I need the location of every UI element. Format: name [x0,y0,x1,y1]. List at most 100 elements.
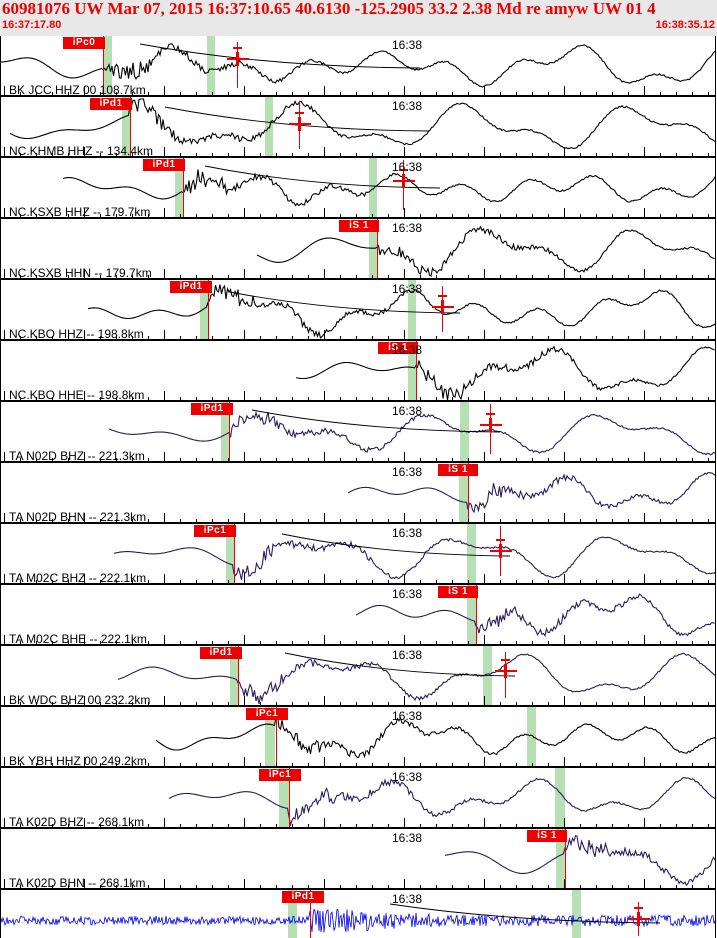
phase-pick-label[interactable]: iPd1 [90,98,132,110]
axis-minor-tick [516,885,517,890]
phase-pick-line[interactable] [476,585,477,646]
axis-minor-tick [676,885,677,890]
phase-pick-line[interactable] [565,829,566,890]
phase-pick-line[interactable] [238,646,239,707]
phase-pick-line[interactable] [183,158,184,219]
axis-minor-tick [500,763,501,768]
phase-pick-line[interactable] [468,463,469,524]
axis-minor-tick [180,824,181,829]
phase-pick-line[interactable] [310,890,311,938]
axis-minor-tick [292,275,293,280]
time-axis-label: 16:38 [392,465,423,479]
phase-pick-line[interactable] [416,341,417,402]
phase-pick-line[interactable] [377,219,378,280]
phase-pick-line[interactable] [103,36,104,97]
trace-row[interactable]: iPd1 16:38 BK WDC BHZ 00 232.2km [0,646,717,707]
axis-minor-tick [500,336,501,341]
axis-minor-tick [580,763,581,768]
axis-minor-tick [196,580,197,585]
phase-pick-line[interactable] [234,524,235,585]
phase-pick-line[interactable] [208,280,209,341]
axis-major-tick [4,86,5,97]
axis-minor-tick [196,641,197,646]
trace-row[interactable]: iPc1 16:38 TA M02C BHZ -- 222.1km [0,524,717,585]
phase-pick-line[interactable] [276,707,277,768]
trace-row[interactable]: iS 1 16:38 NC.KBO HHE -- 198.8km [0,341,717,402]
axis-minor-tick [148,458,149,463]
axis-major-tick [84,574,85,585]
axis-major-tick [324,86,325,97]
phase-pick-label[interactable]: iPd1 [200,647,242,659]
axis-minor-tick [228,763,229,768]
axis-minor-tick [36,458,37,463]
trace-row[interactable]: iPc1 16:38 BK YBH HHZ 00 249.2km [0,707,717,768]
axis-minor-tick [660,641,661,646]
trace-row[interactable]: iPc0 16:38 BK JCC HHZ 00 108.7km [0,36,717,97]
trace-row[interactable]: iS 1 16:38 NC.KSXB HHN -- 179.7km [0,219,717,280]
waveform-trace [155,713,716,759]
phase-pick-label[interactable]: iPd1 [170,281,212,293]
trace-row[interactable]: iS 1 16:38 TA N02D BHN -- 221.3km [0,463,717,524]
axis-minor-tick [708,763,709,768]
axis-minor-tick [516,519,517,524]
trace-row[interactable]: iPd1 16:38 NC.KSXB HHZ -- 179.7km [0,158,717,219]
axis-minor-tick [132,519,133,524]
axis-major-tick [244,269,245,280]
phase-pick-label[interactable]: iPd1 [282,891,324,903]
phase-window-band [122,97,130,158]
axis-minor-tick [180,519,181,524]
axis-minor-tick [452,336,453,341]
axis-minor-tick [580,153,581,158]
phase-pick-line[interactable] [130,97,131,158]
axis-major-tick [484,818,485,829]
axis-minor-tick [52,580,53,585]
trace-row[interactable]: iPd1 16:38 NC.KBO HHZ -- 198.8km [0,280,717,341]
axis-minor-tick [68,641,69,646]
axis-minor-tick [580,580,581,585]
phase-pick-label[interactable]: iPc1 [246,708,288,720]
axis-minor-tick [340,824,341,829]
trace-row[interactable]: iS 1 16:38 TA K02D BHN -- 268.1km [0,829,717,890]
axis-minor-tick [20,702,21,707]
phase-pick-label[interactable]: iPc1 [194,525,236,537]
phase-pick-label[interactable]: iS 1 [527,830,567,842]
axis-minor-tick [660,702,661,707]
phase-pick-label[interactable]: iPd1 [143,159,185,171]
axis-minor-tick [612,885,613,890]
axis-minor-tick [532,824,533,829]
axis-minor-tick [292,458,293,463]
phase-pick-label[interactable]: iS 1 [438,464,478,476]
phase-pick-line[interactable] [229,402,230,463]
axis-minor-tick [308,641,309,646]
axis-minor-tick [500,702,501,707]
phase-pick-label[interactable]: iPd1 [191,403,233,415]
axis-minor-tick [708,275,709,280]
axis-minor-tick [100,336,101,341]
phase-pick-label[interactable]: iPc0 [63,37,105,49]
axis-minor-tick [68,275,69,280]
axis-minor-tick [180,336,181,341]
axis-minor-tick [452,397,453,402]
axis-major-tick [644,269,645,280]
axis-minor-tick [180,458,181,463]
trace-row[interactable]: iPd1 16:38 TA N02D BHZ -- 221.3km [0,402,717,463]
axis-minor-tick [468,702,469,707]
phase-pick-label[interactable]: iS 1 [438,586,478,598]
trace-row[interactable]: iPc1 16:38 TA K02D BHZ -- 268.1km [0,768,717,829]
trace-row[interactable]: iS 1 16:38 TA M02C BHE -- 222.1km [0,585,717,646]
axis-major-tick [484,452,485,463]
axis-major-tick [4,513,5,524]
time-axis [0,573,717,585]
phase-pick-label[interactable]: iS 1 [339,220,379,232]
axis-minor-tick [516,153,517,158]
axis-minor-tick [212,336,213,341]
axis-minor-tick [580,92,581,97]
trace-row[interactable]: iPd1 16:38 NC.KHMB HHZ -- 134.4km [0,97,717,158]
phase-pick-line[interactable] [289,768,290,829]
axis-minor-tick [452,763,453,768]
phase-pick-label[interactable]: iS 1 [378,342,418,354]
phase-pick-label[interactable]: iPc1 [259,769,301,781]
time-axis-label: 16:38 [392,160,423,174]
axis-minor-tick [36,641,37,646]
